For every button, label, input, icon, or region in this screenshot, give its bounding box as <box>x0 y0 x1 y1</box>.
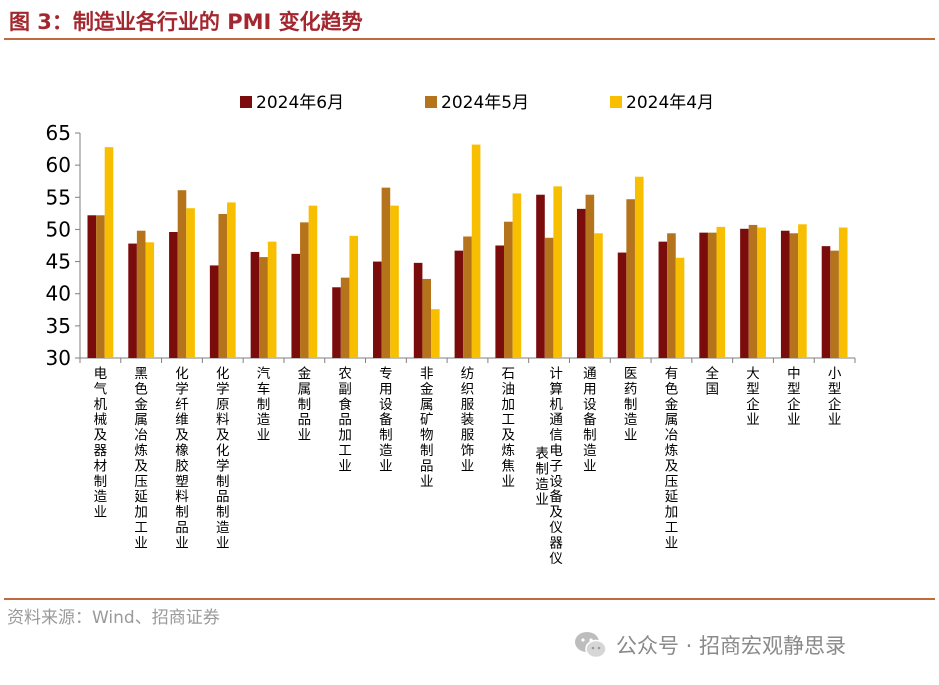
y-tick-label: 65 <box>46 121 71 145</box>
bar <box>716 226 726 358</box>
pmi-bar-chart: 30 35 40 45 50 55 60 65 电气机械及器材制造业 黑色金属冶炼及压延加工业 化学… <box>46 93 856 567</box>
bar <box>340 277 350 358</box>
y-tick-label: 40 <box>46 282 71 306</box>
bar <box>177 190 187 358</box>
legend-swatch <box>610 96 622 108</box>
bar <box>381 187 391 358</box>
bar <box>300 222 309 358</box>
bar <box>227 202 236 358</box>
bar <box>544 237 554 358</box>
x-category-label: 化学原料及化学制品制造业 <box>216 366 230 551</box>
legend-swatch <box>425 96 437 108</box>
bar <box>576 208 586 358</box>
wechat-icon <box>575 632 607 659</box>
bar <box>789 233 799 358</box>
x-category-label: 表制造业 <box>535 446 549 508</box>
bar <box>96 215 105 358</box>
x-category-label: 计算机通信电子设备及仪器仪 <box>549 366 563 567</box>
x-category-label: 中型企业 <box>787 366 801 428</box>
bar <box>495 245 504 358</box>
bar <box>463 236 472 358</box>
bar <box>699 232 708 358</box>
bar <box>291 253 301 358</box>
bar <box>658 241 668 358</box>
x-category-label: 全国 <box>705 365 719 397</box>
x-category-label: 非金属矿物制品业 <box>420 366 434 490</box>
bar <box>780 230 790 358</box>
bar <box>707 232 717 358</box>
bar <box>373 261 382 358</box>
bar <box>830 250 839 358</box>
x-category-label: 汽车制造业 <box>257 366 271 444</box>
bar <box>259 257 268 358</box>
figure-title: 图 3：制造业各行业的 PMI 变化趋势 <box>9 10 363 34</box>
bar <box>626 199 635 358</box>
y-tick-label: 45 <box>46 250 71 274</box>
bar <box>821 246 831 358</box>
bar <box>617 252 627 358</box>
bar <box>390 205 399 358</box>
y-tick-label: 60 <box>46 153 71 177</box>
bar <box>169 232 178 358</box>
bar <box>748 224 758 358</box>
y-tick-label: 50 <box>46 217 71 241</box>
bar <box>104 147 114 358</box>
bar <box>349 235 359 358</box>
y-tick-label: 55 <box>46 185 71 209</box>
x-category-label: 石油加工及炼焦业 <box>502 366 516 490</box>
x-category-label: 专用设备制造业 <box>379 366 393 474</box>
bar <box>267 241 277 358</box>
bar <box>186 208 195 358</box>
bar <box>136 230 146 358</box>
watermark: 公众号 · 招商宏观静思录 <box>574 630 846 660</box>
bar <box>838 227 848 358</box>
bar <box>503 221 513 358</box>
bar <box>145 242 155 358</box>
bar <box>128 243 137 358</box>
bar <box>431 309 440 358</box>
bar <box>536 194 545 358</box>
y-tick-label: 30 <box>46 346 71 370</box>
x-category-label: 纺织服装服饰业 <box>461 366 475 474</box>
x-category-label: 通用设备制造业 <box>583 366 597 474</box>
bar <box>585 194 595 358</box>
legend-label: 2024年4月 <box>626 93 714 113</box>
bar <box>454 250 464 358</box>
legend-label: 2024年6月 <box>256 93 344 113</box>
x-category-label: 有色金属冶炼及压延加工业 <box>665 366 679 551</box>
bar <box>250 251 260 358</box>
x-category-label: 金属制品业 <box>298 366 312 444</box>
bar <box>594 233 603 358</box>
bar <box>209 265 219 358</box>
x-category-label: 电气机械及器材制造业 <box>94 366 108 521</box>
x-category-label: 化学纤维及橡胶塑料制品业 <box>175 366 189 551</box>
watermark-text: 公众号 · 招商宏观静思录 <box>616 634 847 658</box>
bar <box>798 224 807 358</box>
x-category-label: 小型企业 <box>828 366 842 428</box>
bar <box>413 262 423 358</box>
x-category-label: 黑色金属冶炼及压延加工业 <box>134 366 148 551</box>
bar <box>87 215 97 358</box>
x-category-label: 大型企业 <box>746 366 760 428</box>
bar <box>634 176 644 358</box>
x-category-label: 医药制造业 <box>624 366 638 444</box>
y-tick-label: 35 <box>46 314 71 338</box>
bar <box>740 228 749 358</box>
bar <box>218 214 228 358</box>
source-note: 资料来源：Wind、招商证券 <box>7 608 220 628</box>
bar <box>422 278 432 358</box>
legend-swatch <box>240 96 252 108</box>
bar <box>471 144 481 358</box>
bar <box>757 227 766 358</box>
bar <box>308 205 318 358</box>
bar <box>512 193 522 358</box>
legend-label: 2024年5月 <box>441 93 529 113</box>
x-category-label: 农副食品加工业 <box>338 366 352 474</box>
bar <box>675 257 685 358</box>
title-divider <box>4 38 935 40</box>
bar <box>332 287 341 358</box>
bar <box>667 233 676 358</box>
source-divider <box>4 598 935 600</box>
bar <box>553 186 562 358</box>
